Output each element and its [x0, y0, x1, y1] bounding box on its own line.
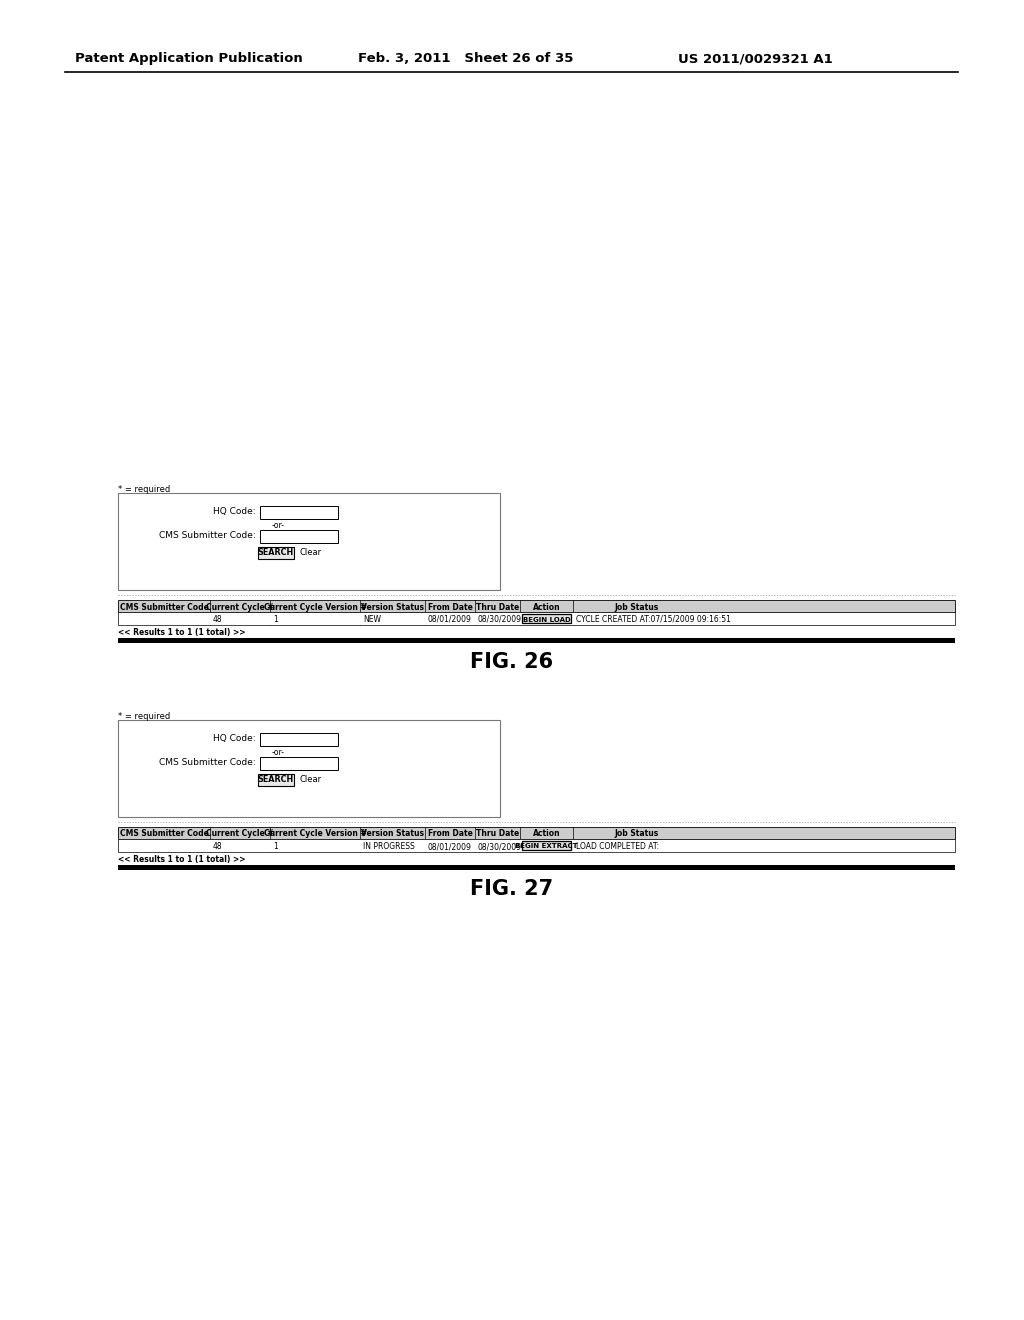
- Text: 48: 48: [213, 842, 222, 851]
- Text: Thru Date: Thru Date: [476, 602, 519, 611]
- Text: 08/30/2009: 08/30/2009: [478, 842, 522, 851]
- Bar: [260, 756, 338, 770]
- Text: Current Cycle #: Current Cycle #: [206, 829, 273, 838]
- Text: Current Cycle Version #: Current Cycle Version #: [263, 602, 367, 611]
- Text: Thru Date: Thru Date: [476, 829, 519, 838]
- Text: -or-: -or-: [271, 521, 285, 531]
- Text: Patent Application Publication: Patent Application Publication: [75, 51, 303, 65]
- Text: 08/01/2009: 08/01/2009: [428, 615, 472, 624]
- Text: Action: Action: [532, 602, 560, 611]
- Text: << Results 1 to 1 (1 total) >>: << Results 1 to 1 (1 total) >>: [118, 855, 246, 865]
- Text: From Date: From Date: [428, 602, 472, 611]
- Text: Job Status: Job Status: [614, 829, 658, 838]
- Text: HQ Code:: HQ Code:: [213, 507, 256, 516]
- Bar: [258, 774, 294, 785]
- Text: CMS Submitter Code: CMS Submitter Code: [120, 602, 209, 611]
- Text: 08/30/2009: 08/30/2009: [478, 615, 522, 624]
- Bar: [260, 531, 338, 543]
- Text: FIG. 26: FIG. 26: [470, 652, 554, 672]
- Text: 1: 1: [273, 615, 278, 624]
- Text: CYCLE CREATED AT:07/15/2009 09:16:51: CYCLE CREATED AT:07/15/2009 09:16:51: [575, 615, 731, 624]
- Bar: [118, 865, 955, 870]
- Text: Job Status: Job Status: [614, 602, 658, 611]
- Text: * = required: * = required: [118, 711, 170, 721]
- Text: Version Status: Version Status: [361, 829, 424, 838]
- Text: * = required: * = required: [118, 484, 170, 494]
- Text: Version Status: Version Status: [361, 602, 424, 611]
- Bar: [118, 492, 500, 590]
- Text: Clear: Clear: [300, 775, 323, 784]
- Bar: [118, 840, 955, 851]
- Text: Action: Action: [532, 829, 560, 838]
- Text: BEGIN EXTRACT: BEGIN EXTRACT: [515, 843, 578, 850]
- Bar: [118, 719, 500, 817]
- Text: CMS Submitter Code:: CMS Submitter Code:: [160, 531, 256, 540]
- Text: SEARCH: SEARCH: [258, 775, 294, 784]
- Bar: [522, 841, 571, 850]
- Bar: [258, 546, 294, 558]
- Text: IN PROGRESS: IN PROGRESS: [362, 842, 415, 851]
- Bar: [522, 614, 571, 623]
- Text: 1: 1: [273, 842, 278, 851]
- Text: 48: 48: [213, 615, 222, 624]
- Text: Current Cycle Version #: Current Cycle Version #: [263, 829, 367, 838]
- Text: FIG. 27: FIG. 27: [470, 879, 554, 899]
- Text: CMS Submitter Code:: CMS Submitter Code:: [160, 758, 256, 767]
- Text: -or-: -or-: [271, 748, 285, 756]
- Text: LOAD COMPLETED AT:: LOAD COMPLETED AT:: [575, 842, 659, 851]
- Text: US 2011/0029321 A1: US 2011/0029321 A1: [678, 51, 833, 65]
- Text: BEGIN LOAD: BEGIN LOAD: [522, 616, 570, 623]
- Text: Feb. 3, 2011   Sheet 26 of 35: Feb. 3, 2011 Sheet 26 of 35: [358, 51, 573, 65]
- Text: CMS Submitter Code: CMS Submitter Code: [120, 829, 209, 838]
- Text: NEW: NEW: [362, 615, 381, 624]
- Bar: [118, 612, 955, 624]
- Text: SEARCH: SEARCH: [258, 548, 294, 557]
- Text: Clear: Clear: [300, 548, 323, 557]
- Text: From Date: From Date: [428, 829, 472, 838]
- Bar: [118, 638, 955, 643]
- Bar: [260, 506, 338, 519]
- Text: Current Cycle #: Current Cycle #: [206, 602, 273, 611]
- Bar: [118, 828, 955, 840]
- Bar: [118, 601, 955, 612]
- Text: 08/01/2009: 08/01/2009: [428, 842, 472, 851]
- Text: HQ Code:: HQ Code:: [213, 734, 256, 743]
- Bar: [260, 733, 338, 746]
- Text: << Results 1 to 1 (1 total) >>: << Results 1 to 1 (1 total) >>: [118, 628, 246, 638]
